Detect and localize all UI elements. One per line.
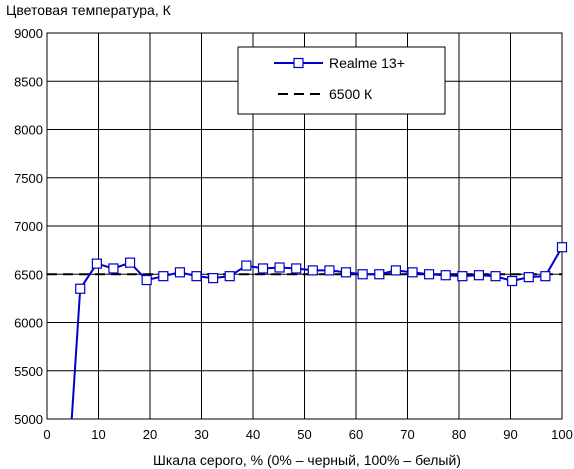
y-tick-label: 9000 <box>14 26 43 41</box>
legend-marker-realme <box>293 57 304 69</box>
legend-label-6500k: 6500 К <box>329 86 373 102</box>
y-tick-label: 7500 <box>14 171 43 186</box>
data-point <box>108 263 119 274</box>
data-point <box>124 257 136 268</box>
data-point <box>75 283 86 294</box>
data-point <box>307 265 318 276</box>
data-point <box>457 271 468 282</box>
plot-area <box>46 32 563 420</box>
data-point <box>174 267 186 278</box>
x-tick-label: 60 <box>349 427 363 442</box>
data-point <box>374 269 385 280</box>
data-point <box>473 270 485 281</box>
x-tick-label: 40 <box>246 427 260 442</box>
x-tick-labels: 0 10 20 30 40 50 60 70 80 90 100 <box>43 427 572 442</box>
x-tick-label: 70 <box>400 427 414 442</box>
data-point <box>523 272 534 283</box>
data-point <box>241 260 252 271</box>
x-tick-label: 10 <box>91 427 105 442</box>
x-tick-label: 0 <box>43 427 50 442</box>
data-point <box>390 265 401 276</box>
x-axis-label: Шкала серого, % (0% – черный, 100% – бел… <box>153 452 461 468</box>
x-tick-label: 30 <box>194 427 208 442</box>
data-point <box>208 273 219 284</box>
y-tick-labels: 5000 5500 6000 6500 7000 7500 8000 8500 9000 <box>14 26 43 427</box>
data-point <box>507 275 518 287</box>
data-point <box>407 267 418 278</box>
y-tick-label: 8500 <box>14 74 43 89</box>
y-tick-label: 6000 <box>14 316 43 331</box>
y-tick-label: 7000 <box>14 219 43 234</box>
data-point <box>141 274 152 286</box>
grid <box>46 32 563 420</box>
data-point <box>357 269 368 280</box>
x-tick-label: 100 <box>551 427 573 442</box>
legend-box <box>237 46 446 115</box>
series-layer <box>47 242 568 420</box>
data-point <box>540 271 551 282</box>
data-point <box>158 271 169 282</box>
data-point <box>191 271 202 282</box>
y-tick-label: 5500 <box>14 364 43 379</box>
y-tick-label: 8000 <box>14 123 43 138</box>
data-point <box>274 262 285 273</box>
x-tick-label: 20 <box>143 427 157 442</box>
y-tick-label: 5000 <box>14 412 43 427</box>
data-point <box>257 263 269 274</box>
legend: Realme 13+ 6500 К <box>237 46 446 115</box>
data-point <box>91 258 102 269</box>
data-point <box>423 269 435 280</box>
data-point <box>291 263 302 274</box>
data-point <box>490 271 501 282</box>
y-axis-label: Цветовая температура, К <box>6 2 172 18</box>
x-tick-label: 90 <box>503 427 517 442</box>
data-point <box>224 271 235 282</box>
data-point <box>440 270 451 281</box>
data-point <box>324 265 335 276</box>
data-point <box>340 267 352 278</box>
x-tick-label: 50 <box>297 427 311 442</box>
data-point <box>556 242 568 253</box>
y-tick-label: 6500 <box>14 267 43 282</box>
legend-label-realme: Realme 13+ <box>329 55 405 71</box>
x-tick-label: 80 <box>452 427 466 442</box>
